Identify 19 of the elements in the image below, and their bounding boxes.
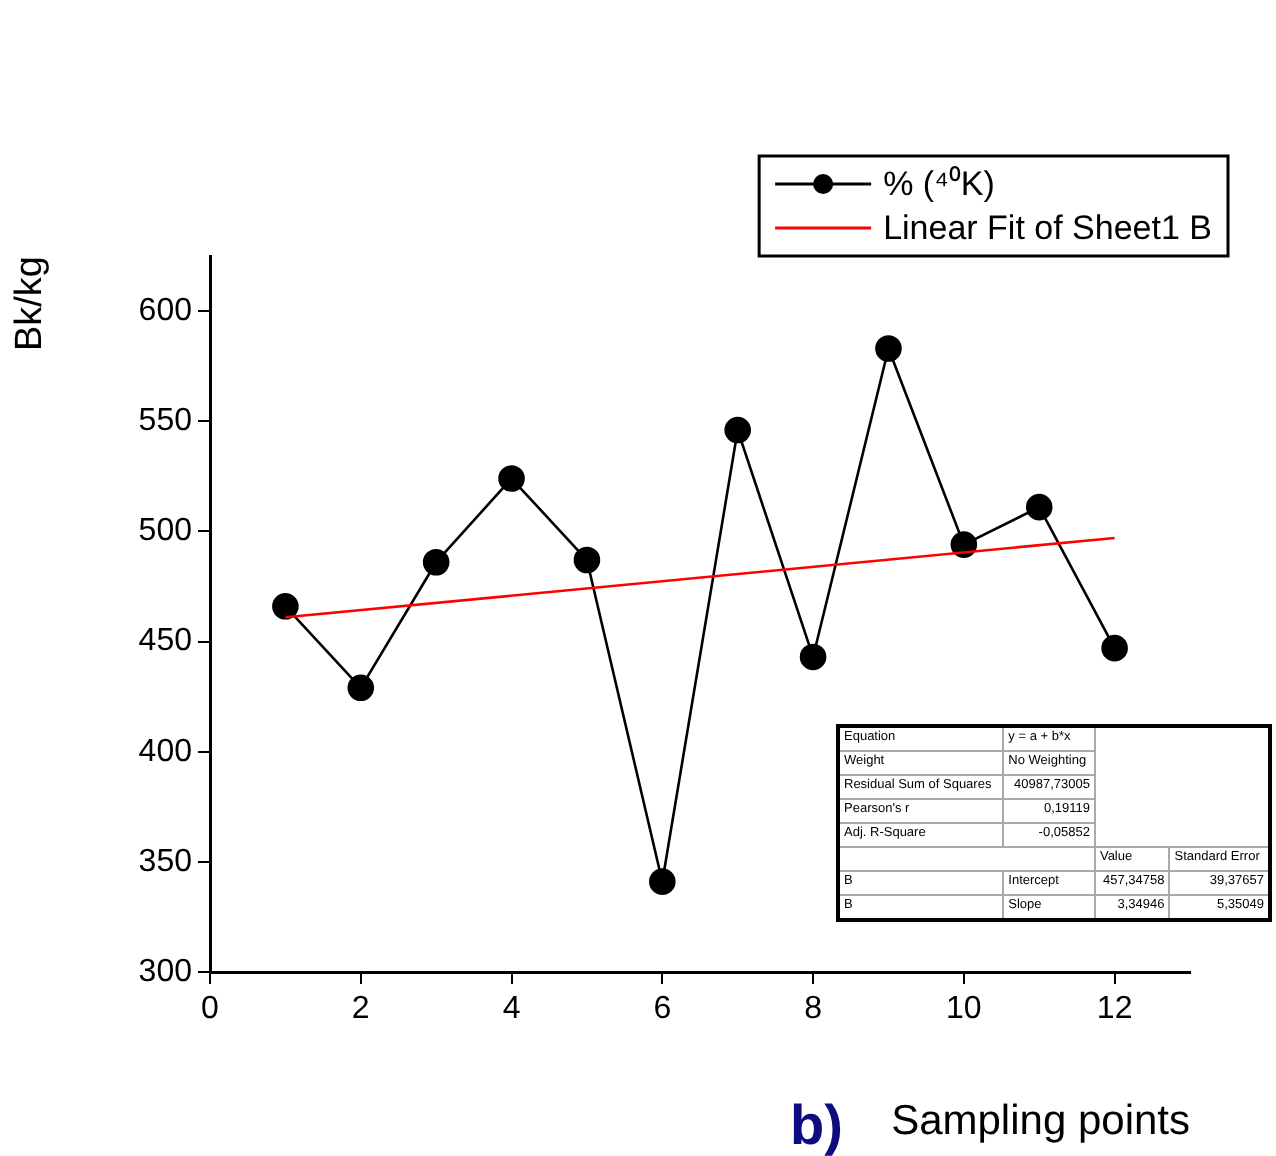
x-tick-label: 8 [804,992,823,1027]
y-tick-label: 350 [138,844,193,879]
y-tick-label: 600 [138,293,193,328]
x-tick-label: 12 [1096,992,1133,1027]
x-tick-label: 6 [653,992,672,1027]
y-axis-title: Bk/kg [9,256,52,352]
y-tick-label: 500 [138,514,193,549]
y-tick-label: 550 [138,404,193,439]
y-tick-label: 400 [138,734,193,769]
text: b) [790,1094,843,1156]
x-tick-label: 0 [201,992,220,1027]
x-axis-title: Sampling points [891,1098,1190,1145]
legend-label: Linear Fit of Sheet1 B [883,209,1213,248]
x-tick-label: 2 [351,992,370,1027]
legend-label: % (⁴⁰K) [883,165,995,204]
x-tick-label: 4 [502,992,521,1027]
y-tick-label: 450 [138,624,193,659]
x-tick-label: 10 [946,992,982,1027]
y-tick-label: 300 [138,954,193,989]
